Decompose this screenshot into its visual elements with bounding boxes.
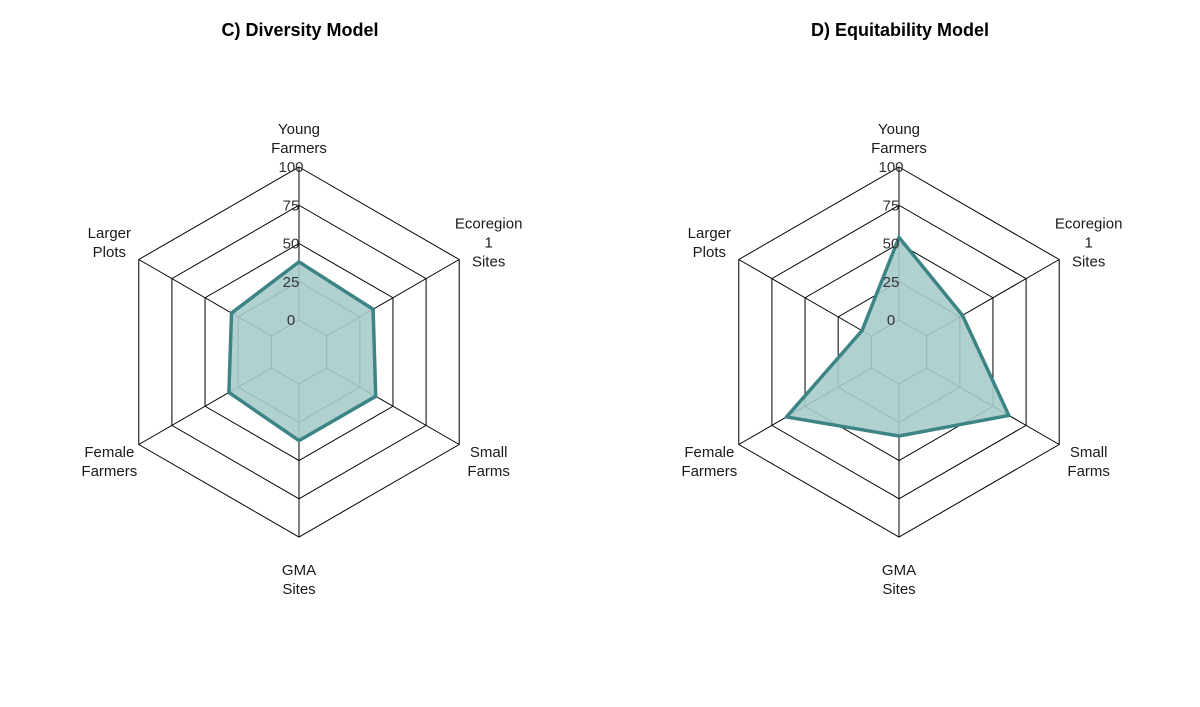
axis-label: Larger Plots — [688, 225, 731, 261]
data-point — [960, 313, 965, 317]
axis-label: Ecoregion 1 Sites — [455, 216, 523, 271]
axis-label: GMA Sites — [282, 562, 316, 598]
data-point — [229, 311, 234, 315]
tick-label: 25 — [883, 274, 900, 291]
data-series-polygon — [784, 235, 1011, 438]
tick-label: 75 — [883, 197, 900, 214]
data-point — [374, 394, 378, 398]
radar-chart-diversity: 0 25 50 75 100 Young Farmers Ecoregion 1 Sites Sma… — [81, 121, 523, 598]
tick-label: 0 — [287, 312, 295, 329]
radar-chart-equitability: 0 25 50 75 100 Young Farmers Ecoregion 1 Sites Sma… — [681, 121, 1123, 598]
data-point — [227, 390, 231, 395]
data-series-polygon — [227, 260, 378, 443]
radar-panel-diversity: C) Diversity Model 0 25 50 75 100 Young Farmer… — [81, 20, 523, 598]
tick-label: 100 — [278, 159, 303, 176]
axis-label: Ecoregion 1 Sites — [1055, 216, 1123, 271]
radar-panel-equitability: D) Equitability Model 0 25 50 75 100 Young Far… — [600, 0, 1200, 707]
data-point — [897, 235, 901, 239]
data-point — [297, 439, 301, 443]
axis-label: Young Farmers — [871, 121, 927, 157]
axis-label: Female Farmers — [681, 444, 737, 480]
data-point — [860, 329, 864, 333]
axis-label: Larger Plots — [88, 225, 131, 261]
data-point — [897, 434, 901, 438]
tick-label: 100 — [878, 159, 903, 176]
tick-label: 25 — [283, 274, 300, 291]
axis-label: Young Farmers — [271, 121, 327, 157]
tick-label: 0 — [887, 312, 895, 329]
data-point — [1007, 413, 1011, 418]
tick-label: 75 — [283, 197, 300, 214]
grid-spoke — [738, 259, 872, 337]
axis-label: Small Farms — [1067, 444, 1110, 480]
chart-title: C) Diversity Model — [221, 20, 379, 40]
axis-label: Female Farmers — [81, 444, 137, 480]
axis-label: Small Farms — [467, 444, 510, 480]
tick-label: 50 — [283, 236, 300, 253]
axis-label: GMA Sites — [882, 562, 916, 598]
data-point — [371, 307, 375, 311]
chart-title: D) Equitability Model — [811, 20, 989, 40]
tick-label: 50 — [883, 236, 900, 253]
data-point — [784, 415, 789, 419]
data-point — [297, 260, 301, 264]
